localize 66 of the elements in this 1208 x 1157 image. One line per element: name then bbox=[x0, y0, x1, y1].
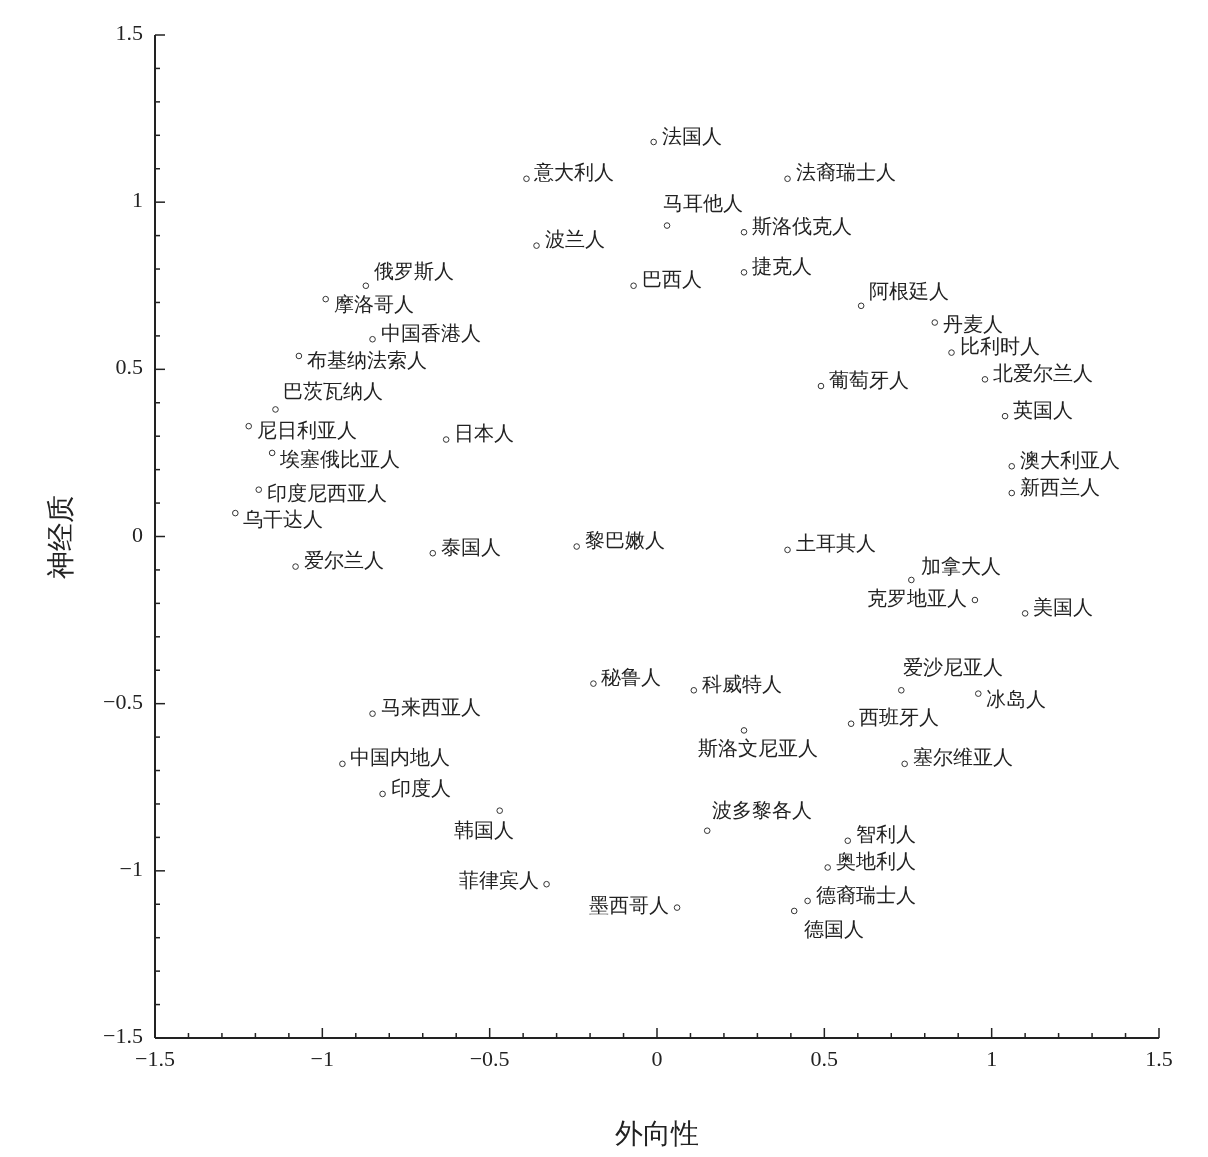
data-label: 斯洛伐克人 bbox=[752, 214, 853, 237]
data-label: 意大利人 bbox=[533, 161, 615, 184]
data-label: 爱沙尼亚人 bbox=[903, 655, 1004, 678]
data-label: 马来西亚人 bbox=[380, 696, 481, 719]
data-label: 智利人 bbox=[855, 823, 916, 846]
data-label: 英国人 bbox=[1013, 398, 1074, 421]
data-label: 巴西人 bbox=[641, 268, 702, 291]
y-tick-label: 0.5 bbox=[115, 354, 143, 380]
x-tick-label: 0.5 bbox=[810, 1046, 839, 1071]
data-label: 马耳他人 bbox=[663, 192, 744, 215]
data-label: 尼日利亚人 bbox=[256, 418, 357, 441]
data-label: 法裔瑞士人 bbox=[795, 161, 896, 184]
y-tick-label: −1.5 bbox=[103, 1023, 143, 1049]
data-label: 印度人 bbox=[390, 776, 451, 799]
y-tick-label: 1 bbox=[132, 187, 143, 213]
y-tick-label: −0.5 bbox=[103, 688, 143, 714]
data-label: 日本人 bbox=[454, 422, 515, 445]
data-label: 塞尔维亚人 bbox=[912, 746, 1013, 769]
data-label: 巴茨瓦纳人 bbox=[283, 380, 384, 403]
data-label: 菲律宾人 bbox=[458, 868, 539, 891]
data-label: 俄罗斯人 bbox=[373, 260, 454, 283]
y-tick-label: 1.5 bbox=[115, 20, 143, 46]
x-axis-title: 外向性 bbox=[615, 1118, 699, 1149]
data-label: 秘鲁人 bbox=[601, 666, 662, 689]
data-label: 冰岛人 bbox=[986, 688, 1047, 711]
x-tick-label: −0.5 bbox=[469, 1046, 510, 1071]
data-label: 捷克人 bbox=[752, 254, 813, 277]
data-label: 新西兰人 bbox=[1019, 475, 1100, 498]
data-label: 土耳其人 bbox=[795, 532, 876, 555]
data-label: 科威特人 bbox=[701, 672, 782, 695]
data-label: 德国人 bbox=[804, 917, 865, 940]
y-tick-label: 0 bbox=[132, 521, 143, 547]
data-label: 斯洛文尼亚人 bbox=[698, 737, 819, 760]
x-tick-label: 1.5 bbox=[1145, 1046, 1173, 1071]
data-label: 法国人 bbox=[661, 124, 722, 147]
data-label: 西班牙人 bbox=[859, 706, 940, 729]
data-label: 波多黎各人 bbox=[712, 799, 813, 822]
data-label: 丹麦人 bbox=[942, 313, 1003, 336]
data-label: 布基纳法索人 bbox=[306, 348, 427, 371]
data-label: 澳大利亚人 bbox=[1019, 448, 1120, 471]
data-label: 墨西哥人 bbox=[589, 894, 670, 917]
data-label: 比利时人 bbox=[959, 335, 1040, 358]
data-label: 阿根廷人 bbox=[869, 280, 950, 303]
data-label: 黎巴嫩人 bbox=[584, 529, 665, 552]
data-label: 波兰人 bbox=[544, 228, 605, 251]
y-tick-label: −1 bbox=[119, 855, 143, 881]
x-tick-label: 1 bbox=[986, 1046, 998, 1071]
data-label: 印度尼西亚人 bbox=[266, 482, 387, 505]
data-label: 克罗地亚人 bbox=[866, 586, 967, 609]
data-label: 韩国人 bbox=[453, 819, 514, 842]
data-label: 泰国人 bbox=[440, 535, 501, 558]
data-label: 爱尔兰人 bbox=[303, 549, 384, 572]
data-label: 埃塞俄比亚人 bbox=[279, 447, 401, 470]
y-axis-title: 神经质 bbox=[45, 494, 76, 579]
data-label: 加拿大人 bbox=[921, 554, 1002, 577]
data-label: 中国香港人 bbox=[380, 321, 481, 344]
data-label: 奥地利人 bbox=[835, 850, 916, 873]
data-label: 摩洛哥人 bbox=[333, 292, 414, 315]
x-tick-label: −1 bbox=[310, 1046, 335, 1071]
data-label: 乌干达人 bbox=[243, 507, 324, 530]
data-label: 葡萄牙人 bbox=[828, 368, 909, 391]
data-label: 美国人 bbox=[1033, 595, 1094, 618]
data-label: 德裔瑞士人 bbox=[815, 883, 916, 906]
data-label: 北爱尔兰人 bbox=[992, 361, 1093, 384]
x-tick-label: 0 bbox=[651, 1046, 663, 1071]
data-label: 中国内地人 bbox=[350, 746, 451, 769]
